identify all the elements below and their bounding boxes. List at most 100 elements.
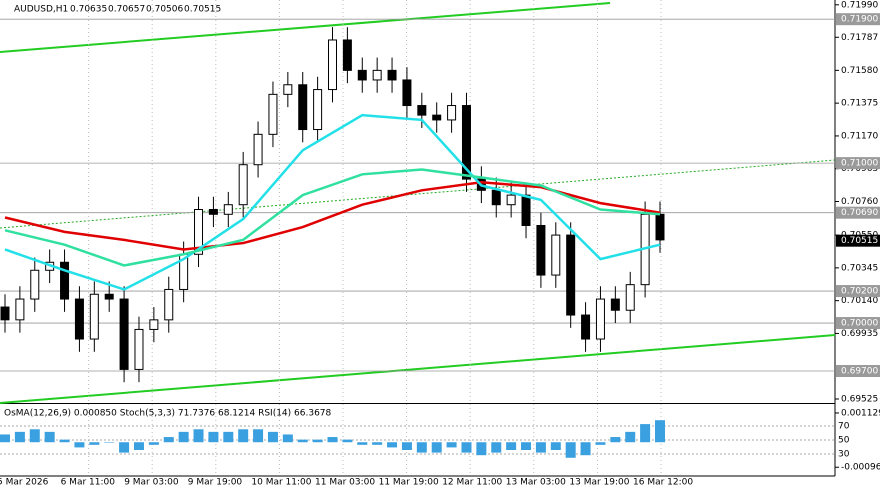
y-tick-label: 0.71787 <box>841 33 878 43</box>
x-tick-label: 9 Mar 03:00 <box>124 478 179 488</box>
candle-body <box>357 69 367 81</box>
stoch-tick-label: 30 <box>838 450 850 460</box>
osma-bar <box>297 439 308 443</box>
osma-bar <box>491 442 502 453</box>
osma-bar <box>282 434 293 443</box>
osma-bar <box>0 434 10 443</box>
osma-bar <box>655 420 665 443</box>
level-label: 0.71000 <box>841 159 878 169</box>
osma-bar <box>267 431 278 443</box>
candle-body <box>521 194 531 226</box>
plot <box>0 27 665 458</box>
header-price: 0.70515 <box>184 5 221 15</box>
level-tag <box>836 285 880 298</box>
osma-bar <box>387 442 398 448</box>
candle-body <box>328 39 337 91</box>
osma-bar <box>506 442 517 451</box>
level-tag <box>836 365 880 378</box>
osma-bar <box>59 439 70 443</box>
x-tick-label: 6 Mar 11:00 <box>61 478 116 488</box>
osma-bar <box>535 442 546 453</box>
candle-body <box>551 234 561 276</box>
candle-body <box>402 79 412 107</box>
header-price: 0.70506 <box>146 5 183 15</box>
symbol: AUDUSD,H1 <box>14 5 68 15</box>
candle-body <box>283 84 293 95</box>
header-price: 0.70635 <box>70 5 107 15</box>
level-label: 0.71900 <box>841 15 878 25</box>
osma-bar <box>44 431 55 443</box>
candle-body <box>432 114 442 121</box>
y-tick-label: 0.70140 <box>841 296 878 306</box>
osma-bar <box>327 437 338 443</box>
y-tick-label: 0.71170 <box>841 131 878 141</box>
candle-body <box>104 293 114 300</box>
y-tick-label: 0.70965 <box>841 164 878 174</box>
candle-body <box>313 89 323 131</box>
candle-body <box>342 39 352 71</box>
osma-bar <box>133 442 144 451</box>
osma-bar <box>29 429 40 443</box>
level-tag <box>836 206 880 219</box>
candle-body <box>89 293 99 340</box>
candle-body <box>461 105 471 180</box>
candle-body <box>208 208 218 215</box>
x-tick-label: 11 Mar 03:00 <box>315 478 375 488</box>
candle-body <box>134 328 144 370</box>
osma-bar <box>640 424 651 443</box>
candle-body <box>506 194 516 206</box>
osma-bar <box>446 442 457 448</box>
osma-bar <box>312 439 323 443</box>
osma-bar <box>595 442 606 445</box>
candle-body <box>595 298 605 340</box>
osma-bar <box>208 431 219 443</box>
candle-body <box>298 84 308 131</box>
y-tick-label: 0.71580 <box>841 66 878 76</box>
osma-bar <box>625 431 636 443</box>
osma-bar <box>89 442 100 445</box>
x-tick-label: 13 Mar 19:00 <box>569 478 629 488</box>
x-tick-label: 12 Mar 11:00 <box>442 478 502 488</box>
level-tag <box>836 317 880 330</box>
level-label: 0.70200 <box>841 287 878 297</box>
candle-body <box>253 133 263 166</box>
x-tick-label: 13 Mar 03:00 <box>506 478 566 488</box>
candle-body <box>581 314 591 340</box>
indicator-tick-label: 0.001129 <box>841 408 880 418</box>
candle-body <box>372 69 382 81</box>
x-tick-label: 16 Mar 12:00 <box>633 478 693 488</box>
candle-body <box>60 261 70 300</box>
osma-bar <box>238 429 249 443</box>
osma-bar <box>342 439 353 443</box>
osma-bar <box>223 431 234 443</box>
candle-body <box>625 284 635 311</box>
x-tick-label: 9 Mar 19:00 <box>188 478 243 488</box>
x-tick-label: 11 Mar 19:00 <box>379 478 439 488</box>
candle-body <box>491 189 501 206</box>
osma-bar <box>357 442 368 445</box>
level-tag <box>836 13 880 26</box>
level-label: 0.70000 <box>841 319 878 329</box>
x-tick-label: 5 Mar 2026 <box>0 478 49 488</box>
osma-bar <box>253 429 264 443</box>
osma-bar <box>104 442 115 443</box>
level-label: 0.69700 <box>841 367 878 377</box>
level-tag <box>836 157 880 170</box>
y-tick-label: 0.69525 <box>841 395 878 405</box>
stoch-tick-label: 70 <box>838 422 850 432</box>
candle-body <box>30 269 40 300</box>
current-price-label: 0.70515 <box>841 236 878 246</box>
candle-body <box>417 105 427 116</box>
candle-body <box>268 93 278 135</box>
osma-bar <box>476 442 487 456</box>
level-label: 0.70690 <box>841 208 878 218</box>
osma-bar <box>178 431 189 443</box>
y-tick-label: 0.69935 <box>841 329 878 339</box>
y-tick-label: 0.70345 <box>841 263 878 273</box>
osma-bar <box>401 442 412 451</box>
osma-bar <box>565 442 576 458</box>
candle-body <box>164 288 174 321</box>
header-price: 0.70657 <box>108 5 145 15</box>
osma-bar <box>521 442 532 451</box>
